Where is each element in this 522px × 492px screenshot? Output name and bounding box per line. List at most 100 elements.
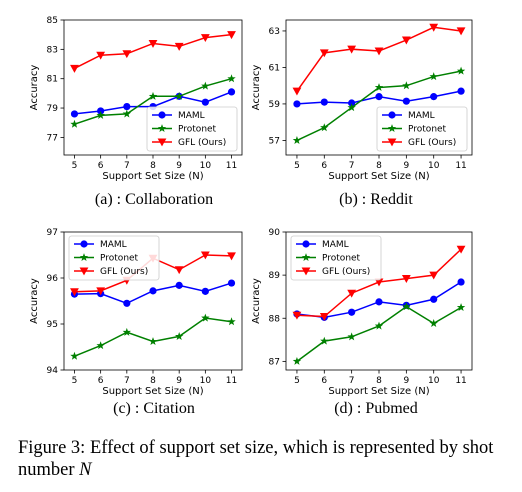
legend-marker bbox=[79, 267, 89, 276]
y-axis-label: Accuracy bbox=[29, 65, 40, 111]
legend-box bbox=[146, 106, 238, 152]
data-point bbox=[227, 31, 236, 40]
data-point bbox=[70, 351, 79, 360]
legend-label: Protonet bbox=[178, 125, 217, 135]
data-point bbox=[374, 47, 384, 56]
x-tick-label: 8 bbox=[376, 376, 382, 386]
data-point bbox=[347, 45, 357, 54]
data-point bbox=[122, 327, 132, 336]
data-point bbox=[292, 136, 302, 144]
x-tick-label: 9 bbox=[176, 161, 182, 171]
data-point bbox=[319, 49, 329, 58]
series-protonet bbox=[70, 313, 236, 360]
legend-label: GFL (Ours) bbox=[322, 267, 370, 277]
data-point bbox=[374, 321, 384, 330]
data-point bbox=[457, 87, 465, 95]
series-maml bbox=[70, 279, 236, 307]
x-tick-label: 8 bbox=[150, 376, 156, 386]
legend-marker bbox=[301, 267, 311, 276]
legend-marker bbox=[157, 124, 167, 133]
data-point bbox=[374, 83, 384, 92]
legend: MAML Protonet GFL (Ours) bbox=[290, 235, 382, 281]
y-tick-label: 57 bbox=[269, 136, 280, 146]
chart-panel-2: 5 6 7 8 9 10 11 57 59 61 63 Support Set Size (N) Acc… bbox=[251, 19, 473, 208]
data-point bbox=[148, 337, 158, 346]
legend: MAML Protonet GFL (Ours) bbox=[146, 106, 238, 152]
x-tick-label: 7 bbox=[124, 376, 130, 386]
data-point bbox=[97, 107, 105, 115]
data-point bbox=[201, 98, 209, 106]
data-point bbox=[402, 302, 411, 311]
series-line bbox=[74, 33, 232, 70]
x-tick-label: 8 bbox=[376, 161, 382, 171]
x-tick-label: 6 bbox=[321, 376, 327, 386]
data-point bbox=[430, 295, 438, 303]
data-point bbox=[174, 42, 184, 51]
legend-label: MAML bbox=[322, 240, 349, 250]
data-point bbox=[175, 281, 183, 289]
legend-box bbox=[376, 106, 468, 152]
legend-marker bbox=[158, 111, 166, 119]
data-point bbox=[457, 278, 465, 286]
x-tick-label: 5 bbox=[72, 376, 78, 386]
x-tick-label: 6 bbox=[98, 161, 104, 171]
data-point bbox=[227, 317, 236, 326]
x-tick-label: 7 bbox=[124, 161, 130, 171]
data-point bbox=[292, 87, 302, 96]
y-tick-label: 89 bbox=[269, 271, 281, 281]
x-axis-label: Support Set Size (N) bbox=[102, 171, 203, 182]
data-point bbox=[200, 34, 210, 43]
x-tick-label: 9 bbox=[403, 376, 409, 386]
y-tick-label: 95 bbox=[47, 320, 58, 330]
y-tick-label: 77 bbox=[47, 133, 58, 143]
x-tick-label: 10 bbox=[428, 161, 440, 171]
chart-panel-1: 5 6 7 8 9 10 11 77 79 81 83 85 Support Set Size (N) A… bbox=[29, 16, 243, 208]
legend-label: MAML bbox=[408, 111, 435, 121]
legend-marker bbox=[388, 111, 396, 119]
data-point bbox=[70, 288, 79, 297]
legend-label: GFL (Ours) bbox=[178, 138, 226, 148]
series-maml bbox=[293, 87, 465, 108]
subfigure-caption: (d) : Pubmed bbox=[334, 400, 418, 417]
x-tick-label: 5 bbox=[294, 376, 300, 386]
legend-marker bbox=[301, 253, 311, 262]
data-point bbox=[70, 64, 79, 73]
x-tick-label: 11 bbox=[226, 376, 237, 386]
data-point bbox=[96, 341, 105, 350]
data-point bbox=[456, 303, 466, 312]
data-point bbox=[456, 245, 466, 254]
data-point bbox=[70, 110, 79, 118]
data-point bbox=[320, 123, 329, 132]
data-point bbox=[148, 91, 158, 100]
series-line bbox=[296, 26, 462, 92]
series-protonet bbox=[292, 302, 466, 365]
y-tick-label: 85 bbox=[47, 16, 58, 26]
legend: MAML Protonet GFL (Ours) bbox=[68, 235, 160, 281]
x-axis-label: Support Set Size (N) bbox=[328, 171, 429, 182]
y-tick-label: 96 bbox=[47, 274, 59, 284]
chart-panel-3: 5 6 7 8 9 10 11 94 95 96 97 Support Set Size (N) Acc… bbox=[29, 228, 243, 417]
x-tick-label: 9 bbox=[176, 376, 182, 386]
data-point bbox=[429, 271, 439, 280]
data-point bbox=[174, 91, 184, 100]
legend-label: GFL (Ours) bbox=[408, 138, 456, 148]
data-point bbox=[200, 251, 210, 260]
y-axis-label: Accuracy bbox=[29, 278, 40, 324]
legend-marker bbox=[387, 124, 397, 133]
data-point bbox=[96, 287, 106, 296]
x-tick-label: 11 bbox=[455, 376, 466, 386]
legend-marker bbox=[80, 240, 88, 248]
series-protonet bbox=[292, 66, 466, 144]
data-point bbox=[429, 23, 439, 32]
x-tick-label: 5 bbox=[72, 161, 78, 171]
y-tick-label: 83 bbox=[47, 45, 58, 55]
data-point bbox=[123, 299, 131, 307]
legend-label: MAML bbox=[178, 111, 205, 121]
x-tick-label: 11 bbox=[455, 161, 466, 171]
x-tick-label: 9 bbox=[403, 161, 409, 171]
legend-marker bbox=[157, 138, 167, 147]
x-tick-label: 8 bbox=[150, 161, 156, 171]
legend-label: Protonet bbox=[408, 125, 447, 135]
data-point bbox=[227, 88, 236, 96]
